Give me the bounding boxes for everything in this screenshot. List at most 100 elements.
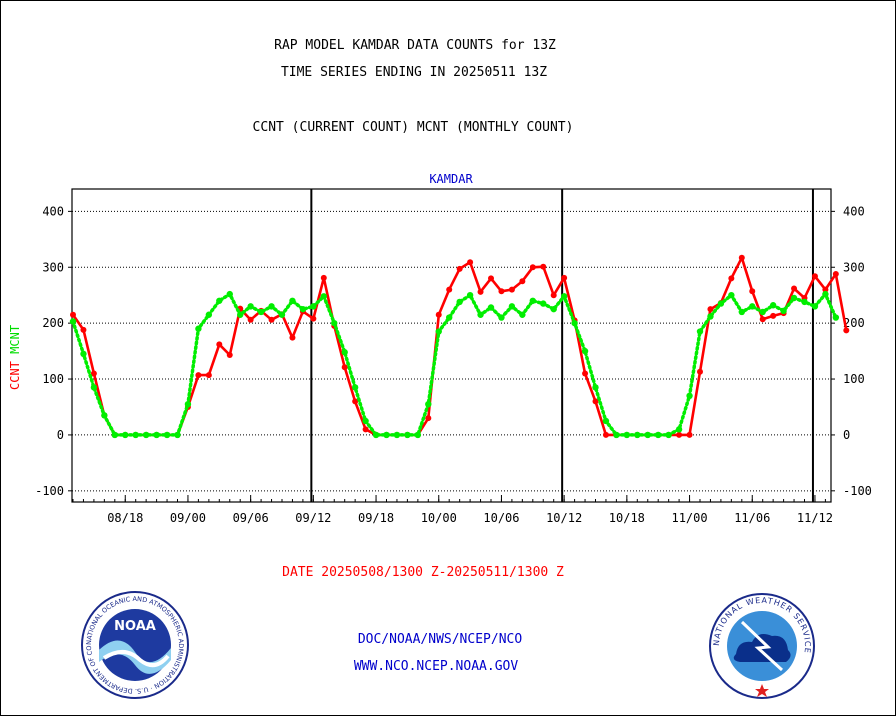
mcnt-point	[487, 304, 495, 311]
mcnt-point	[414, 431, 422, 439]
ccnt-point	[707, 306, 714, 313]
mcnt-point	[153, 431, 160, 439]
ccnt-point	[341, 364, 348, 371]
ccnt-point	[80, 326, 87, 333]
ccnt-point	[602, 431, 609, 438]
y-tick-label-right: 200	[843, 316, 865, 330]
ccnt-point	[216, 341, 223, 348]
mcnt-point	[247, 303, 254, 310]
mcnt-point	[122, 431, 129, 439]
ccnt-point	[425, 415, 432, 422]
mcnt-point	[581, 347, 589, 355]
ccnt-point	[749, 288, 756, 295]
mcnt-point	[456, 298, 463, 306]
url-link[interactable]: WWW.NCO.NCEP.NOAA.GOV	[353, 659, 519, 674]
mcnt-point	[425, 400, 432, 408]
mcnt-point	[163, 431, 171, 439]
mcnt-point	[268, 303, 275, 310]
mcnt-point	[686, 392, 693, 400]
mcnt-series-line	[71, 290, 838, 437]
ccnt-point	[268, 316, 275, 323]
x-tick-label: 11/00	[671, 511, 707, 525]
ccnt-point	[550, 292, 557, 299]
mcnt-point	[508, 303, 516, 310]
ccnt-point	[697, 368, 703, 375]
x-tick-label: 11/12	[797, 511, 833, 525]
mcnt-point	[728, 291, 735, 299]
mcnt-point	[299, 305, 307, 313]
mcnt-point	[749, 303, 756, 310]
mcnt-point	[602, 417, 610, 425]
ccnt-point	[310, 315, 317, 322]
mcnt-point	[341, 349, 348, 356]
mcnt-point	[801, 298, 808, 306]
ccnt-point	[467, 259, 474, 266]
mcnt-point	[769, 302, 777, 309]
noaa-logo: NATIONAL OCEANIC AND ATMOSPHERIC ADMINIS…	[80, 590, 189, 699]
ccnt-point	[843, 327, 850, 334]
mcnt-point	[613, 431, 620, 439]
y-tick-label-left: 100	[42, 372, 64, 386]
ccnt-point	[205, 372, 212, 379]
chart-title-line2: TIME SERIES ENDING IN 20250511 13Z	[280, 65, 548, 80]
ccnt-point	[561, 274, 568, 281]
x-tick-label: 08/18	[107, 511, 143, 525]
mcnt-point	[811, 303, 819, 310]
ccnt-point	[477, 288, 484, 295]
nws-logo: NATIONAL WEATHER SERVICE	[709, 593, 815, 699]
x-tick-label: 10/06	[483, 511, 519, 525]
mcnt-point	[529, 297, 536, 304]
mcnt-point	[111, 431, 119, 439]
mcnt-point	[372, 431, 380, 439]
date-range-label: DATE 20250508/1300 Z-20250511/1300 Z	[282, 565, 564, 580]
mcnt-point	[237, 311, 244, 318]
ccnt-point	[770, 312, 777, 319]
mcnt-point	[320, 293, 327, 300]
ccnt-point	[686, 431, 693, 438]
y-tick-label-right: -100	[843, 484, 872, 498]
ccnt-point	[488, 275, 494, 282]
mcnt-point	[310, 303, 317, 310]
ccnt-point	[247, 316, 254, 323]
mcnt-point	[477, 311, 484, 318]
x-tick-label: 10/12	[546, 511, 582, 525]
ccnt-point	[90, 370, 97, 377]
ccnt-point	[529, 264, 536, 271]
mcnt-point	[644, 431, 651, 439]
ccnt-point	[195, 372, 202, 379]
mcnt-point	[790, 294, 798, 302]
plot-frame	[71, 188, 832, 503]
ccnt-point	[320, 274, 327, 281]
y-tick-label-left: -100	[35, 484, 64, 498]
mcnt-point	[351, 384, 359, 391]
mcnt-point	[362, 417, 369, 425]
x-tick-label: 09/00	[170, 511, 206, 525]
mcnt-point	[832, 314, 840, 321]
mcnt-point	[257, 308, 265, 316]
mcnt-point	[142, 431, 150, 439]
ccnt-point	[728, 275, 735, 282]
ccnt-point	[289, 334, 296, 341]
ccnt-point	[456, 265, 463, 272]
mcnt-point	[623, 431, 631, 439]
ccnt-point	[582, 370, 589, 377]
mcnt-point	[435, 328, 442, 335]
mcnt-point	[404, 431, 411, 439]
ccnt-point	[822, 286, 829, 293]
ccnt-point	[446, 286, 453, 293]
mcnt-point	[90, 384, 98, 391]
ccnt-point	[352, 398, 359, 405]
mcnt-point	[101, 412, 108, 419]
y-tick-label-left: 400	[42, 204, 64, 218]
y-tick-label-left: 200	[42, 316, 64, 330]
mcnt-point	[540, 300, 547, 307]
mcnt-point	[278, 311, 286, 318]
x-tick-label: 11/06	[734, 511, 770, 525]
ccnt-point	[508, 286, 515, 293]
mcnt-point	[184, 400, 192, 408]
mcnt-point	[69, 318, 77, 325]
chart-subtitle: CCNT (CURRENT COUNT) MCNT (MONTHLY COUNT…	[252, 120, 574, 135]
mcnt-point	[707, 313, 714, 320]
chart-title-line1: RAP MODEL KAMDAR DATA COUNTS for 13Z	[274, 38, 556, 53]
